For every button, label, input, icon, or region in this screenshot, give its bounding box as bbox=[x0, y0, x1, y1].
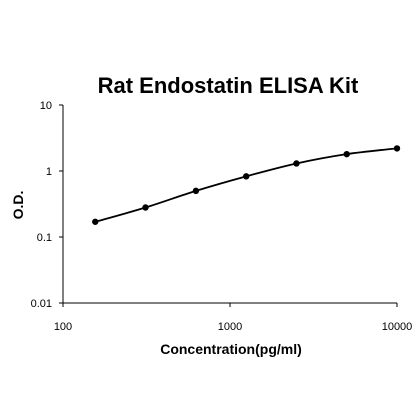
y-tick-label: 10 bbox=[40, 100, 52, 112]
data-point bbox=[142, 204, 149, 211]
x-axis-label: Concentration(pg/ml) bbox=[160, 341, 302, 357]
x-tick-label: 100 bbox=[54, 321, 72, 333]
plot-axes bbox=[62, 105, 397, 304]
data-point bbox=[92, 218, 99, 225]
x-tick-label: 1000 bbox=[218, 321, 242, 333]
y-tick-label: 0.01 bbox=[31, 298, 52, 310]
data-point bbox=[192, 187, 200, 195]
y-axis-label: O.D. bbox=[10, 191, 26, 220]
y-tick-label: 1 bbox=[46, 166, 52, 178]
data-point bbox=[293, 160, 300, 167]
y-tick-label: 0.1 bbox=[37, 232, 52, 244]
x-tick-label: 10000 bbox=[382, 321, 413, 333]
standard-curve-line bbox=[95, 147, 398, 223]
data-point bbox=[393, 145, 401, 152]
chart-title: Rat Endostatin ELISA Kit bbox=[98, 73, 359, 98]
data-point bbox=[343, 150, 350, 158]
data-point bbox=[242, 173, 250, 180]
